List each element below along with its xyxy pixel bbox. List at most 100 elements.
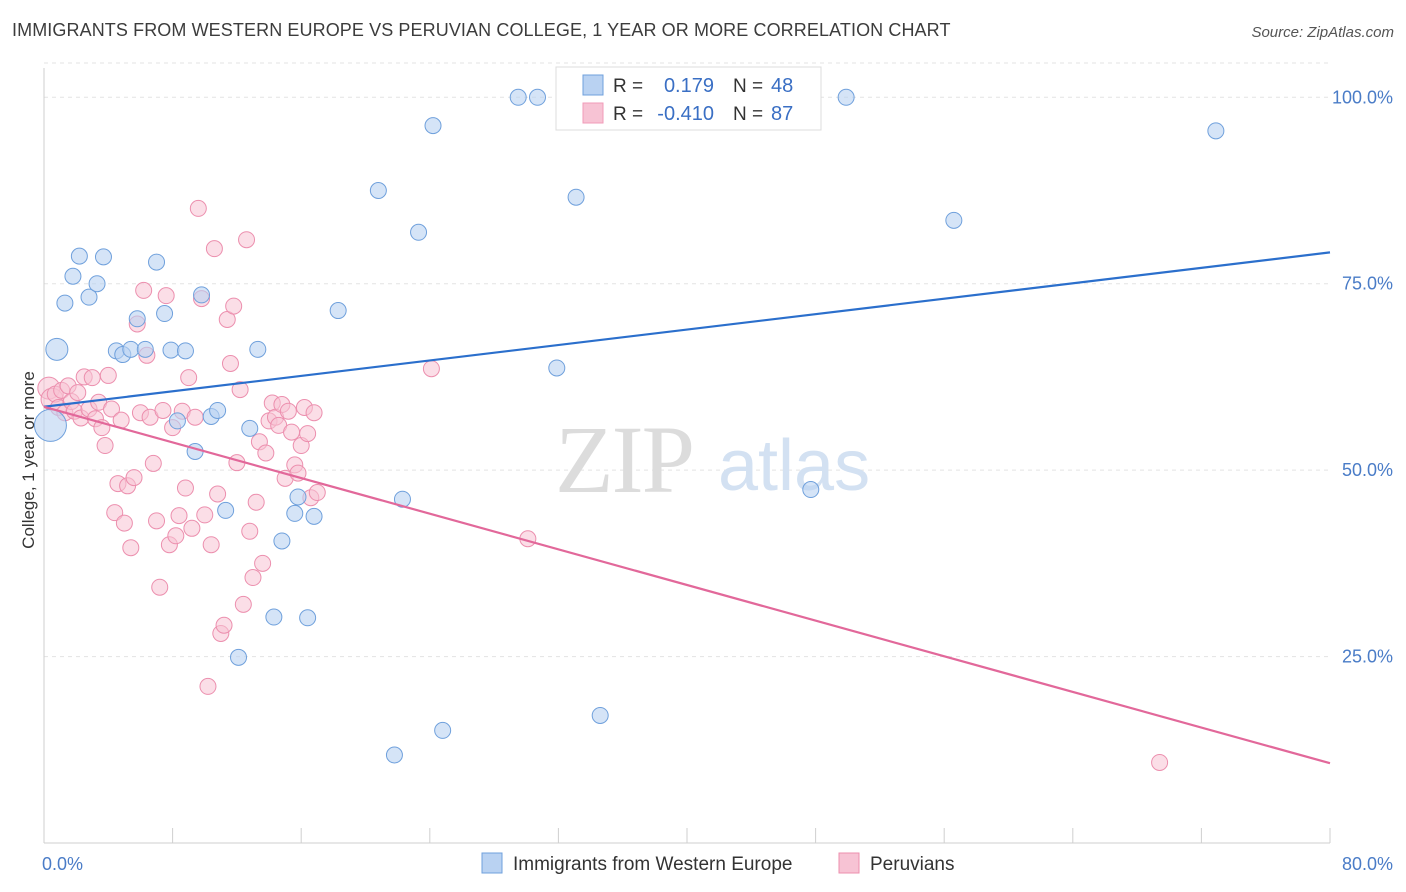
data-point-western-europe <box>567 188 585 206</box>
data-point-peruvians <box>157 287 175 305</box>
series-peruvians <box>37 199 1169 771</box>
data-point-western-europe <box>33 408 67 442</box>
data-point-peruvians <box>209 485 227 503</box>
data-point-peruvians <box>221 355 239 373</box>
data-point-peruvians <box>154 401 172 419</box>
data-point-western-europe <box>80 288 98 306</box>
data-point-western-europe <box>122 340 140 358</box>
data-point-western-europe <box>193 286 211 304</box>
data-point-peruvians <box>231 381 249 399</box>
data-point-peruvians <box>257 444 275 462</box>
data-point-western-europe <box>136 340 154 358</box>
stats-r-value: -0.410 <box>657 103 714 125</box>
data-point-western-europe <box>186 443 204 460</box>
data-point-peruvians <box>151 578 169 596</box>
data-point-western-europe <box>299 609 317 627</box>
axes <box>43 68 1331 844</box>
data-point-western-europe <box>217 501 235 519</box>
data-point-western-europe <box>329 302 347 320</box>
data-point-peruvians <box>1151 753 1169 771</box>
data-point-western-europe <box>434 721 452 739</box>
data-point-peruvians <box>254 554 272 572</box>
data-point-western-europe <box>64 267 82 285</box>
data-point-peruvians <box>205 240 223 258</box>
data-point-western-europe <box>369 182 387 199</box>
data-point-western-europe <box>241 419 259 437</box>
data-point-peruvians <box>283 423 301 441</box>
data-point-peruvians <box>99 366 117 384</box>
data-point-peruvians <box>148 512 166 530</box>
data-point-peruvians <box>103 400 121 418</box>
stats-r-label: R = <box>613 104 643 125</box>
data-point-peruvians <box>144 454 162 472</box>
y-tick-label: 75.0% <box>1342 274 1393 294</box>
trend-lines <box>43 251 1331 765</box>
watermark-atlas: atlas <box>718 426 870 506</box>
stats-swatch <box>582 74 604 96</box>
data-point-peruvians <box>122 539 140 557</box>
data-point-peruvians <box>170 507 188 525</box>
data-point-western-europe <box>176 342 194 360</box>
data-point-peruvians <box>115 514 133 532</box>
data-point-peruvians <box>199 677 217 695</box>
data-point-western-europe <box>837 88 855 106</box>
data-point-peruvians <box>106 504 124 522</box>
data-point-peruvians <box>299 425 317 443</box>
data-point-peruvians <box>305 404 323 422</box>
data-point-western-europe <box>156 305 174 323</box>
data-point-western-europe <box>410 223 428 241</box>
data-point-peruvians <box>186 408 204 426</box>
tick-labels: 25.0% 50.0% 75.0% 100.0% 0.0% 80.0% <box>42 87 1393 874</box>
data-point-western-europe <box>273 532 291 550</box>
data-point-peruvians <box>234 595 252 613</box>
trend-line-western-europe <box>43 251 1331 408</box>
data-point-western-europe <box>128 310 146 328</box>
watermark: ZIP atlas <box>555 406 870 513</box>
legend-swatch <box>838 852 860 874</box>
source-label: Source: ZipAtlas.com <box>1251 24 1394 41</box>
data-point-western-europe <box>265 608 283 626</box>
data-point-peruvians <box>167 527 185 545</box>
stats-n-label: N = <box>733 104 763 125</box>
data-point-peruvians <box>135 281 153 299</box>
stats-r-label: R = <box>613 76 643 97</box>
data-point-western-europe <box>45 337 69 361</box>
y-tick-label: 50.0% <box>1342 460 1393 480</box>
data-point-western-europe <box>305 507 323 525</box>
data-point-western-europe <box>209 401 227 419</box>
data-point-peruvians <box>69 384 87 402</box>
data-point-western-europe <box>385 746 403 764</box>
legend-swatch <box>481 852 503 874</box>
y-tick-label: 25.0% <box>1342 647 1393 667</box>
stats-n-value: 87 <box>771 103 793 125</box>
data-point-peruvians <box>125 469 143 487</box>
legend-label: Peruvians <box>870 854 955 875</box>
trend-line-peruvians <box>43 405 1331 765</box>
data-point-western-europe <box>529 88 547 106</box>
data-point-peruvians <box>215 616 233 634</box>
data-point-western-europe <box>1207 122 1225 140</box>
data-point-western-europe <box>802 481 820 499</box>
stats-n-label: N = <box>733 76 763 97</box>
series-western-europe <box>33 88 1225 764</box>
data-point-peruvians <box>183 519 201 537</box>
data-point-peruvians <box>244 569 262 587</box>
data-point-western-europe <box>424 117 442 135</box>
data-point-western-europe <box>945 211 963 229</box>
data-point-peruvians <box>225 297 243 315</box>
data-point-western-europe <box>94 248 112 266</box>
stats-legend: R = 0.179 N = 48 R = -0.410 N = 87 <box>555 66 822 131</box>
data-point-western-europe <box>249 340 267 358</box>
stats-n-value: 48 <box>771 75 793 97</box>
data-point-western-europe <box>289 488 307 506</box>
data-point-western-europe <box>591 706 609 724</box>
watermark-zip: ZIP <box>555 406 693 513</box>
bottom-legend: Immigrants from Western Europe Peruvians <box>481 852 955 875</box>
data-point-peruvians <box>422 360 440 378</box>
data-point-western-europe <box>509 88 527 106</box>
x-tick-label: 0.0% <box>42 854 83 874</box>
data-point-peruvians <box>279 402 297 420</box>
data-point-western-europe <box>88 275 106 293</box>
data-point-peruvians <box>180 369 198 387</box>
